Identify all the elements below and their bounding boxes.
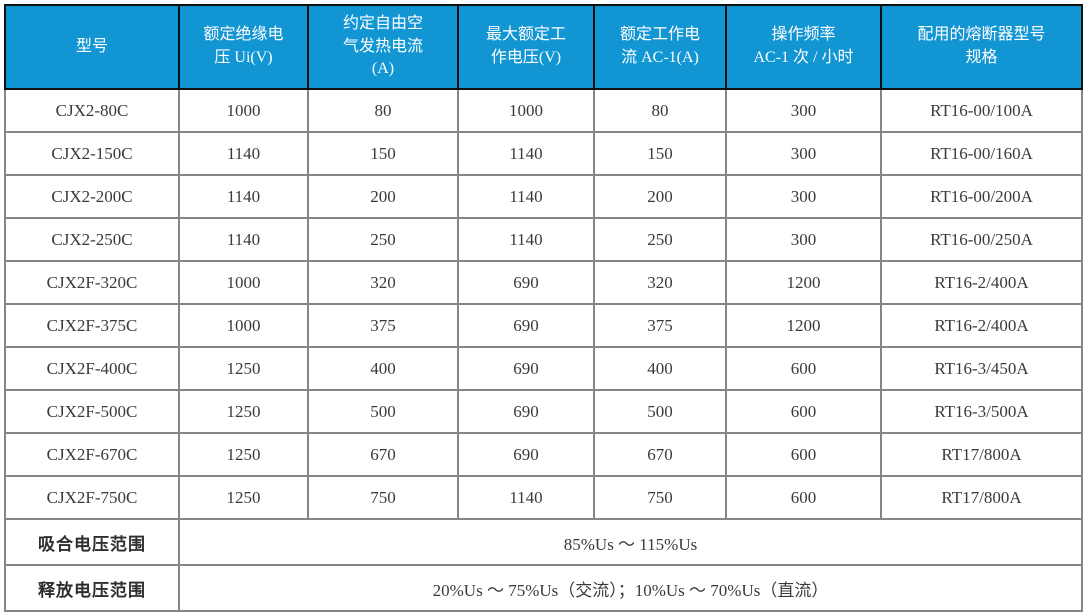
value-cell: 1140 [178,174,309,219]
value-cell: RT16-00/100A [880,88,1083,133]
model-cell: CJX2F-400C [4,346,180,391]
value-cell: 300 [725,174,882,219]
value-cell: RT16-00/160A [880,131,1083,176]
table-row-9: CJX2F-750C 1250 750 1140 750 600 RT17/800A [4,475,1083,520]
value-cell: 750 [593,475,727,520]
table-row-0: CJX2-80C 1000 80 1000 80 300 RT16-00/100A [4,88,1083,133]
model-cell: CJX2F-670C [4,432,180,477]
value-cell: 1140 [457,217,595,262]
value-cell: 375 [593,303,727,348]
model-cell: CJX2-200C [4,174,180,219]
column-header-1: 额定绝缘电 压 Ui(V) [178,4,309,90]
value-cell: 300 [725,217,882,262]
header-row: 型号 额定绝缘电 压 Ui(V) 约定自由空 气发热电流 (A) 最大额定工 作电压(… [4,4,1083,90]
value-cell: RT16-2/400A [880,303,1083,348]
table-row-5: CJX2F-375C 1000 375 690 375 1200 RT16-2/400A [4,303,1083,348]
model-cell: CJX2-80C [4,88,180,133]
value-cell: 690 [457,303,595,348]
value-cell: 200 [307,174,459,219]
column-header-3: 最大额定工 作电压(V) [457,4,595,90]
value-cell: 400 [593,346,727,391]
column-header-0: 型号 [4,4,180,90]
model-cell: CJX2F-750C [4,475,180,520]
contactor-spec-table: 型号 额定绝缘电 压 Ui(V) 约定自由空 气发热电流 (A) 最大额定工 作电压(… [4,4,1083,612]
value-cell: 300 [725,131,882,176]
value-cell: 1140 [457,174,595,219]
value-cell: 500 [593,389,727,434]
model-cell: CJX2F-375C [4,303,180,348]
value-cell: 690 [457,346,595,391]
table-row-2: CJX2-200C 1140 200 1140 200 300 RT16-00/200A [4,174,1083,219]
value-cell: 690 [457,432,595,477]
table-row-7: CJX2F-500C 1250 500 690 500 600 RT16-3/500A [4,389,1083,434]
value-cell: 80 [593,88,727,133]
value-cell: RT16-00/250A [880,217,1083,262]
model-cell: CJX2-150C [4,131,180,176]
value-cell: 1140 [457,131,595,176]
value-cell: RT16-2/400A [880,260,1083,305]
value-cell: 600 [725,346,882,391]
value-cell: 1000 [178,260,309,305]
value-cell: 1200 [725,260,882,305]
footer-value-cell: 85%Us ～ 115%Us [178,518,1083,566]
table-body: CJX2-80C 1000 80 1000 80 300 RT16-00/100A CJX2-… [4,88,1083,612]
value-cell: 150 [593,131,727,176]
value-cell: 690 [457,389,595,434]
value-cell: 600 [725,432,882,477]
value-cell: 1200 [725,303,882,348]
value-cell: 670 [307,432,459,477]
table-row-1: CJX2-150C 1140 150 1140 150 300 RT16-00/160A [4,131,1083,176]
value-cell: 600 [725,389,882,434]
value-cell: 400 [307,346,459,391]
column-header-6: 配用的熔断器型号 规格 [880,4,1083,90]
value-cell: 1250 [178,432,309,477]
value-cell: 600 [725,475,882,520]
value-cell: 1000 [178,303,309,348]
column-header-2: 约定自由空 气发热电流 (A) [307,4,459,90]
value-cell: 750 [307,475,459,520]
value-cell: 1250 [178,389,309,434]
footer-row-0: 吸合电压范围 85%Us ～ 115%Us [4,518,1083,566]
footer-label-cell: 吸合电压范围 [4,518,180,566]
value-cell: RT16-3/450A [880,346,1083,391]
model-cell: CJX2F-500C [4,389,180,434]
value-cell: 320 [593,260,727,305]
value-cell: RT17/800A [880,432,1083,477]
value-cell: RT17/800A [880,475,1083,520]
value-cell: 80 [307,88,459,133]
value-cell: 1000 [457,88,595,133]
column-header-5: 操作频率 AC-1 次 / 小时 [725,4,882,90]
table-row-4: CJX2F-320C 1000 320 690 320 1200 RT16-2/400A [4,260,1083,305]
value-cell: 1140 [178,217,309,262]
value-cell: 300 [725,88,882,133]
value-cell: RT16-00/200A [880,174,1083,219]
footer-value-cell: 20%Us ～ 75%Us（交流）；10%Us ～ 70%Us（直流） [178,564,1083,612]
table-row-8: CJX2F-670C 1250 670 690 670 600 RT17/800A [4,432,1083,477]
value-cell: 250 [593,217,727,262]
value-cell: 500 [307,389,459,434]
value-cell: 670 [593,432,727,477]
value-cell: 1000 [178,88,309,133]
footer-row-1: 释放电压范围 20%Us ～ 75%Us（交流）；10%Us ～ 70%Us（直流… [4,564,1083,612]
table-row-3: CJX2-250C 1140 250 1140 250 300 RT16-00/250A [4,217,1083,262]
value-cell: 690 [457,260,595,305]
value-cell: 1140 [457,475,595,520]
value-cell: 1140 [178,131,309,176]
value-cell: 1250 [178,346,309,391]
model-cell: CJX2F-320C [4,260,180,305]
table-header: 型号 额定绝缘电 压 Ui(V) 约定自由空 气发热电流 (A) 最大额定工 作电压(… [4,4,1083,90]
model-cell: CJX2-250C [4,217,180,262]
table-row-6: CJX2F-400C 1250 400 690 400 600 RT16-3/450A [4,346,1083,391]
value-cell: 1250 [178,475,309,520]
value-cell: 200 [593,174,727,219]
value-cell: 250 [307,217,459,262]
footer-label-cell: 释放电压范围 [4,564,180,612]
value-cell: 320 [307,260,459,305]
value-cell: 375 [307,303,459,348]
value-cell: RT16-3/500A [880,389,1083,434]
column-header-4: 额定工作电 流 AC-1(A) [593,4,727,90]
value-cell: 150 [307,131,459,176]
